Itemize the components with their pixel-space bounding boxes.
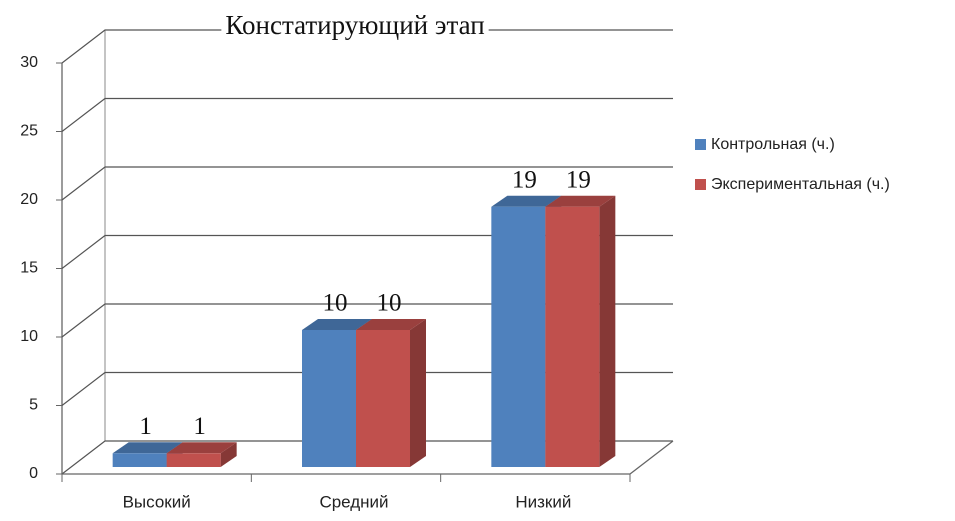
bar-top [112,442,183,454]
data-label: 10 [377,290,402,317]
grid-line [61,440,673,475]
grid-line [61,97,673,132]
y-tick-label: 5 [29,397,38,414]
bar-top [545,195,616,207]
title-bg [221,10,489,41]
legend-label: Экспериментальная (ч.) [711,176,890,193]
data-label: 10 [323,290,348,317]
data-label: 19 [566,166,591,193]
legend-label: Контрольная (ч.) [711,136,835,153]
grid-line [61,166,673,201]
data-label: 1 [139,413,152,440]
y-tick-label: 0 [29,465,38,482]
bar-side [410,319,426,467]
bar-top [302,319,372,330]
x-tick-label: Высокий [123,492,191,511]
y-tick-label: 15 [20,260,38,277]
bar-front [302,330,356,467]
chart-title: Констатирующий этап [225,10,484,40]
data-label: 19 [512,166,537,193]
bar [166,442,237,467]
bar-front [166,453,221,467]
grid-line [61,234,673,269]
bar-top [491,195,562,207]
bar-top [356,319,426,330]
x-tick-label: Средний [319,492,388,511]
bar-front [112,453,167,467]
legend-swatch [695,139,706,150]
bar-front [545,206,600,467]
bar-front [356,330,410,467]
bar-side [220,442,237,467]
grid-line [61,303,673,338]
bar-front [491,206,546,467]
bar-side [599,195,616,467]
x-tick-label: Низкий [515,492,571,511]
bar [356,319,426,467]
y-tick-label: 20 [20,191,38,208]
y-tick-label: 25 [20,123,38,140]
bar-top [166,442,237,454]
bar [545,195,616,467]
y-tick-label: 10 [20,328,38,345]
data-label: 1 [193,413,206,440]
grid-line [61,371,673,406]
legend-swatch [695,179,706,190]
y-tick-label: 30 [20,54,38,71]
